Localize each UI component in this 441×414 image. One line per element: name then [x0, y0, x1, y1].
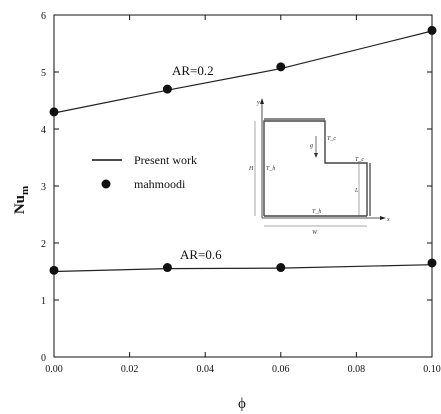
data-point-0-2 — [276, 62, 286, 72]
data-point-0-3 — [427, 25, 437, 35]
series-annotation-ar-0-2: AR=0.2 — [172, 63, 214, 78]
x-tick-label: 0.02 — [121, 364, 139, 375]
data-point-1-0 — [49, 265, 59, 275]
legend-marker-swatch — [101, 179, 111, 189]
inset-label-th-bottom: T_h — [312, 209, 321, 215]
y-tick-label: 5 — [41, 68, 46, 79]
inset-x-arrow — [380, 216, 386, 220]
series-annotation-ar-0-6: AR=0.6 — [180, 247, 222, 262]
inset-label-y: y — [256, 100, 260, 106]
inset-y-arrow — [260, 98, 264, 104]
x-tick-label: 0.08 — [348, 364, 366, 375]
inset-label-g: g — [310, 143, 313, 149]
y-tick-label: 3 — [41, 182, 46, 193]
y-axis-label: Num — [12, 186, 31, 214]
series-line-1 — [53, 264, 433, 273]
inset-cavity-outline — [263, 120, 368, 216]
data-point-0-1 — [162, 84, 172, 94]
inset-label-w: W — [312, 230, 318, 236]
x-axis-label: ϕ — [238, 396, 246, 412]
data-point-1-2 — [276, 263, 286, 273]
inset-label-th-left: T_h — [266, 166, 275, 172]
x-tick-label: 0.10 — [423, 364, 441, 375]
series-line-0 — [53, 30, 433, 114]
legend-line-label: Present work — [134, 153, 197, 167]
y-tick-label: 2 — [41, 239, 46, 250]
y-tick-label: 4 — [41, 125, 46, 136]
x-tick-label: 0.00 — [45, 364, 63, 375]
gravity-arrowhead — [314, 153, 318, 158]
x-tick-label: 0.06 — [272, 364, 290, 375]
y-tick-label: 0 — [41, 353, 46, 364]
series-layer — [49, 25, 437, 275]
legend: Present work mahmoodi — [92, 153, 197, 191]
inset-label-tc-top: T_c — [327, 136, 336, 142]
y-tick-label: 1 — [41, 296, 46, 307]
x-tick-label: 0.04 — [196, 364, 214, 375]
inset-label-x: x — [386, 217, 390, 223]
inset-label-h: H — [248, 166, 254, 172]
data-point-1-3 — [427, 258, 437, 268]
data-point-1-1 — [162, 263, 172, 273]
geometry-inset: y x H W L T_h T_h T_c T_c g — [248, 98, 390, 236]
inset-label-tc-right: T_c — [355, 157, 364, 163]
inset-label-l: L — [354, 188, 359, 194]
y-tick-label: 6 — [41, 11, 46, 22]
legend-marker-label: mahmoodi — [134, 177, 186, 191]
plot-frame — [53, 14, 433, 358]
data-point-0-0 — [49, 107, 59, 117]
axes: 0.00 0.02 0.04 0.06 0.08 0.10 0 1 2 3 4 5 6 — [41, 11, 441, 375]
